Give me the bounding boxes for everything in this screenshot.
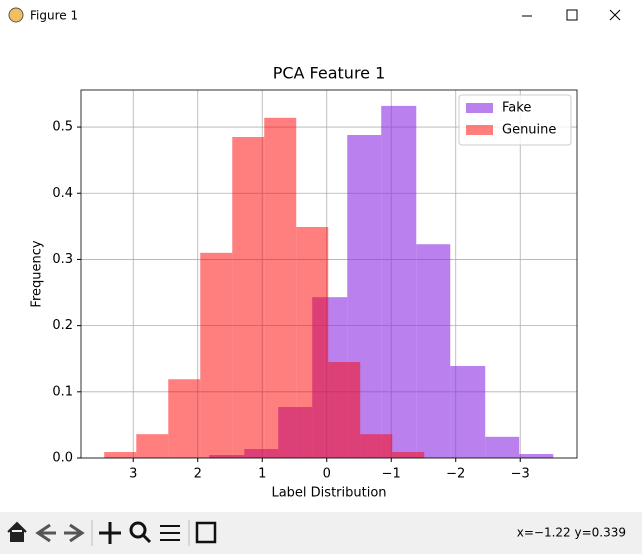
- histogram-bar: [485, 436, 520, 458]
- histogram-bar: [168, 379, 201, 458]
- legend-label: Fake: [502, 101, 531, 116]
- y-tick-label: 0.2: [52, 318, 73, 333]
- histogram-bar: [136, 434, 169, 458]
- zoom-button[interactable]: [129, 521, 152, 544]
- y-axis-label: Frequency: [30, 240, 45, 307]
- save-button[interactable]: [195, 521, 217, 544]
- legend-swatch: [466, 125, 493, 135]
- histogram-bar: [392, 452, 425, 458]
- title-bar: [0, 0, 642, 31]
- histogram-bar: [416, 244, 451, 458]
- x-tick-label: −2: [446, 467, 465, 482]
- histogram-bar: [519, 454, 554, 458]
- x-tick-label: 3: [129, 467, 137, 482]
- histogram-bar: [381, 105, 417, 459]
- legend-swatch: [466, 103, 493, 113]
- histogram-bar: [104, 452, 137, 458]
- histogram-bar: [450, 366, 486, 458]
- chart-title: PCA Feature 1: [273, 64, 386, 83]
- legend-label: Genuine: [502, 123, 556, 138]
- y-tick-label: 0.4: [52, 186, 73, 201]
- x-tick-label: 1: [258, 467, 266, 482]
- x-tick-label: 2: [194, 467, 202, 482]
- x-tick-label: 0: [323, 467, 331, 482]
- histogram-bar: [264, 117, 297, 459]
- close-button[interactable]: [609, 9, 621, 21]
- histogram-bar: [296, 227, 329, 458]
- histogram-bar: [360, 434, 393, 458]
- y-tick-label: 0.3: [52, 252, 73, 267]
- status-text: x=−1.22 y=0.339: [517, 526, 626, 540]
- y-tick-label: 0.0: [52, 451, 73, 466]
- y-tick-label: 0.1: [52, 384, 73, 399]
- pan-button[interactable]: [99, 522, 121, 544]
- x-tick-label: −3: [511, 467, 530, 482]
- histogram-bar: [328, 362, 361, 458]
- x-axis-label: Label Distribution: [271, 486, 386, 501]
- axes-frame: [80, 89, 578, 459]
- home-button[interactable]: [7, 521, 27, 542]
- app-icon: [8, 7, 24, 23]
- y-tick-label: 0.5: [52, 120, 73, 135]
- histogram-bar: [200, 252, 233, 458]
- maximize-button[interactable]: [566, 9, 578, 21]
- window-title: Figure 1: [30, 9, 78, 23]
- configure-button[interactable]: [160, 525, 180, 541]
- forward-button[interactable]: [64, 523, 85, 543]
- x-tick-label: −1: [382, 467, 401, 482]
- histogram-bar: [232, 136, 265, 459]
- back-button[interactable]: [35, 523, 56, 543]
